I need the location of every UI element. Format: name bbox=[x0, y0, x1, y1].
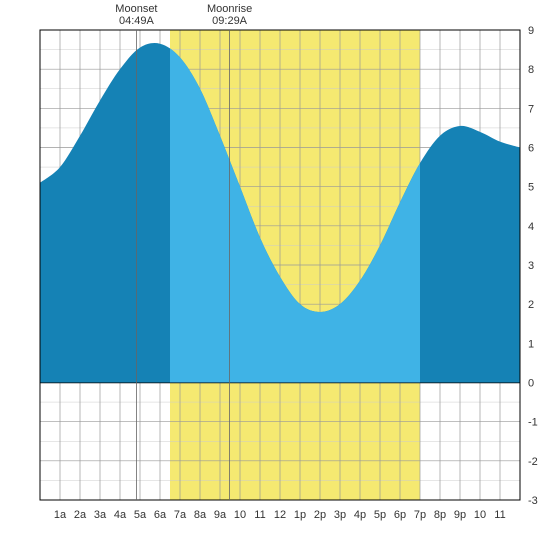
x-tick-label: 8p bbox=[434, 509, 446, 521]
y-tick-label: 7 bbox=[528, 103, 534, 115]
x-tick-label: 11 bbox=[494, 509, 505, 521]
x-tick-label: 4p bbox=[354, 509, 366, 521]
moon-event-label: Moonset bbox=[115, 3, 157, 15]
moon-event-time: 04:49A bbox=[119, 15, 155, 27]
x-tick-label: 3a bbox=[94, 509, 107, 521]
y-tick-label: 9 bbox=[528, 25, 534, 37]
y-tick-label: -2 bbox=[528, 456, 538, 468]
x-tick-label: 10 bbox=[234, 509, 246, 521]
y-tick-label: 0 bbox=[528, 378, 534, 390]
x-tick-label: 12 bbox=[274, 509, 286, 521]
y-tick-label: 5 bbox=[528, 182, 534, 194]
y-tick-label: -1 bbox=[528, 417, 538, 429]
x-tick-label: 10 bbox=[474, 509, 486, 521]
x-tick-label: 1a bbox=[54, 509, 67, 521]
x-tick-label: 7p bbox=[414, 509, 426, 521]
x-tick-label: 2p bbox=[314, 509, 326, 521]
x-tick-label: 6a bbox=[154, 509, 167, 521]
y-tick-label: 2 bbox=[528, 299, 534, 311]
x-tick-label: 5p bbox=[374, 509, 386, 521]
y-tick-label: 6 bbox=[528, 143, 534, 155]
y-tick-label: 3 bbox=[528, 260, 534, 272]
x-tick-label: 7a bbox=[174, 509, 187, 521]
y-tick-label: 4 bbox=[528, 221, 534, 233]
chart-svg: -3-2-101234567891a2a3a4a5a6a7a8a9a101112… bbox=[0, 0, 550, 550]
moon-event-label: Moonrise bbox=[207, 3, 252, 15]
y-tick-label: 8 bbox=[528, 64, 534, 76]
moon-event-time: 09:29A bbox=[212, 15, 248, 27]
x-tick-label: 11 bbox=[254, 509, 265, 521]
x-tick-label: 9p bbox=[454, 509, 466, 521]
x-tick-label: 6p bbox=[394, 509, 406, 521]
x-tick-label: 5a bbox=[134, 509, 147, 521]
tide-chart: -3-2-101234567891a2a3a4a5a6a7a8a9a101112… bbox=[0, 0, 550, 550]
x-tick-label: 1p bbox=[294, 509, 306, 521]
x-tick-label: 4a bbox=[114, 509, 127, 521]
y-tick-label: -3 bbox=[528, 495, 538, 507]
x-tick-label: 3p bbox=[334, 509, 346, 521]
x-tick-label: 9a bbox=[214, 509, 227, 521]
x-tick-label: 8a bbox=[194, 509, 207, 521]
x-tick-label: 2a bbox=[74, 509, 87, 521]
y-tick-label: 1 bbox=[528, 338, 534, 350]
